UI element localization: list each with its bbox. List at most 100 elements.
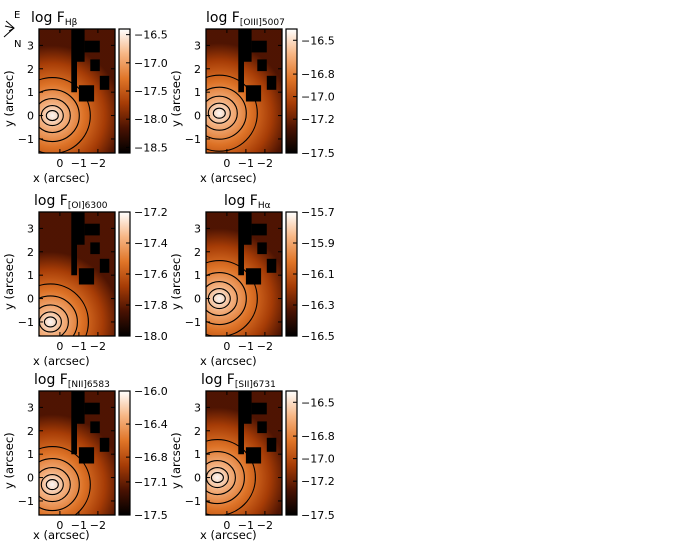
x-tick-label: −1 — [238, 340, 254, 353]
masked-region — [71, 29, 85, 93]
y-tick-label: 3 — [194, 401, 201, 414]
y-tick-label: −1 — [185, 495, 201, 508]
heatmap-image — [39, 212, 115, 336]
y-tick-label: −1 — [185, 316, 201, 329]
plot-frame — [38, 28, 116, 154]
y-axis-label: y (arcsec) — [169, 70, 183, 127]
contour-line — [206, 95, 238, 131]
colorbar-tick-label: −17.4 — [134, 237, 168, 250]
contour-line — [39, 295, 78, 336]
y-tick-label: 1 — [27, 269, 34, 282]
contour-line — [39, 458, 80, 512]
contour-line — [212, 293, 226, 305]
y-tick-label: 2 — [27, 246, 34, 259]
colorbar: −15.7 −15.9 −16.1 −16.3 −16.5 — [285, 206, 335, 343]
y-axis-label: y (arcsec) — [2, 432, 16, 489]
masked-region — [238, 391, 252, 455]
x-ticks: 0 −1 −2 — [223, 391, 273, 532]
x-axis-label: x (arcsec) — [33, 354, 90, 368]
y-tick-label: −1 — [18, 316, 34, 329]
masked-region — [90, 242, 100, 255]
masked-region — [78, 85, 95, 102]
contour-line — [210, 472, 224, 484]
contour-line — [207, 102, 231, 124]
masked-region — [251, 402, 267, 415]
x-axis-label: x (arcsec) — [200, 171, 257, 185]
masked-region — [99, 258, 110, 273]
y-tick-label: 1 — [194, 269, 201, 282]
y-ticks: 3 2 1 0 −1 — [18, 401, 115, 508]
colorbar: −16.5 −16.8 −17.0 −17.2 −17.5 — [285, 390, 335, 522]
colorbar-tick-label: −17.5 — [134, 85, 168, 98]
heatmap-image — [206, 212, 282, 336]
y-tick-label: 2 — [27, 425, 34, 438]
contour-line — [206, 74, 258, 152]
plot-frame — [38, 390, 116, 516]
colorbar-tick-label: −16.0 — [134, 385, 168, 398]
masked-region — [245, 268, 262, 285]
contour-line — [206, 439, 256, 515]
x-tick-label: −2 — [257, 157, 273, 170]
y-ticks: 3 2 1 0 −1 — [18, 39, 115, 146]
masked-region — [238, 212, 252, 276]
panel-title: log FHβ — [31, 10, 78, 28]
colorbar: −16.0 −16.4 −16.8 −17.1 −17.5 — [118, 385, 168, 522]
masked-region — [90, 59, 100, 72]
y-tick-label: 2 — [194, 63, 201, 76]
masked-region — [84, 223, 100, 236]
heatmap-image — [39, 391, 115, 515]
y-axis-label: y (arcsec) — [169, 432, 183, 489]
compass-icon: E N — [3, 10, 21, 50]
contour-line — [39, 304, 69, 336]
colorbar: −16.5 −16.8 −17.0 −17.2 −17.5 — [285, 28, 335, 160]
contour-line — [45, 110, 59, 122]
y-tick-label: 0 — [194, 110, 201, 123]
colorbar-frame — [285, 28, 298, 154]
colorbar-tick-label: −17.1 — [134, 476, 168, 489]
masked-region — [251, 223, 267, 236]
colorbar-fill — [286, 29, 297, 153]
masked-region — [84, 40, 100, 53]
colorbar-tick-label: −17.2 — [301, 113, 335, 126]
colorbar-tick-label: −16.3 — [301, 299, 335, 312]
y-tick-label: 0 — [27, 472, 34, 485]
panel-title: log FHα — [224, 193, 271, 211]
masked-region — [266, 75, 277, 90]
masked-region — [71, 391, 85, 455]
colorbar: −16.5 −17.0 −17.5 −18.0 −18.5 — [118, 28, 168, 154]
colorbar-tick-label: −16.8 — [301, 430, 335, 443]
colorbar-fill — [286, 212, 297, 336]
x-tick-label: −2 — [90, 340, 106, 353]
colorbar-fill — [119, 212, 130, 336]
y-axis-label: y (arcsec) — [169, 253, 183, 310]
contour-line — [43, 316, 57, 328]
contour-line — [206, 260, 258, 336]
y-ticks: 3 2 1 0 −1 — [185, 401, 282, 508]
masked-region — [266, 258, 277, 273]
panel-title: log F[NII]6583 — [34, 372, 110, 390]
colorbar-tick-label: −17.8 — [134, 299, 168, 312]
colorbar-fill — [119, 29, 130, 153]
colorbar-frame — [285, 390, 298, 516]
plot-frame — [205, 211, 283, 337]
y-tick-label: 3 — [27, 39, 34, 52]
x-ticks: 0 −1 −2 — [56, 212, 106, 353]
panel-title: log F[OIII]5007 — [206, 10, 285, 28]
masked-region — [238, 29, 252, 93]
x-axis-label: x (arcsec) — [200, 528, 257, 542]
colorbar-tick-label: −17.2 — [301, 475, 335, 488]
heatmap-image — [206, 29, 282, 153]
y-tick-label: 1 — [194, 448, 201, 461]
colorbar-tick-label: −16.5 — [301, 330, 335, 343]
plot-frame — [205, 390, 283, 516]
y-tick-label: 3 — [27, 401, 34, 414]
colorbar-tick-label: −16.5 — [301, 34, 335, 47]
y-ticks: 3 2 1 0 −1 — [185, 222, 282, 329]
y-tick-label: 0 — [194, 472, 201, 485]
colorbar-fill — [286, 391, 297, 515]
colorbar-tick-label: −17.6 — [134, 268, 168, 281]
